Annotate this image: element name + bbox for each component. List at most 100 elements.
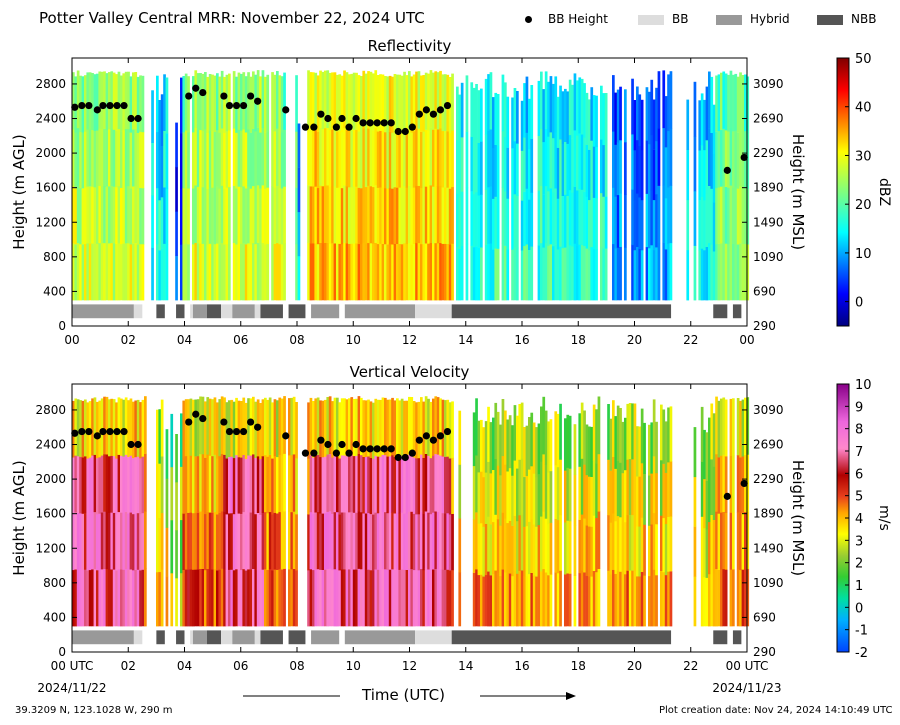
heat-cell [664, 147, 668, 199]
heat-cell [722, 454, 726, 512]
heat-cell [496, 197, 500, 249]
heat-cell [259, 188, 262, 245]
heat-cell [508, 415, 512, 469]
heat-cell [348, 130, 351, 188]
heat-cell [528, 249, 531, 301]
heat-cell [223, 511, 226, 570]
heat-cell [614, 144, 618, 197]
heat-cell [381, 511, 385, 570]
heat-cell [708, 417, 711, 470]
heat-cell [208, 74, 212, 131]
heat-cell [578, 188, 582, 245]
heat-cell [105, 243, 109, 301]
heat-cell [432, 243, 435, 301]
bb-type-segment [221, 630, 233, 645]
heat-cell [91, 398, 94, 456]
bb-height-point [324, 440, 332, 449]
heat-cell [604, 144, 608, 197]
heat-cell [528, 98, 531, 150]
heatmap-field [72, 70, 750, 301]
heat-cell [516, 247, 519, 301]
heat-cell [415, 242, 418, 301]
heat-cell [369, 457, 373, 515]
heat-cell [381, 187, 385, 244]
heat-cell [496, 465, 500, 520]
bb-height-point [99, 427, 107, 436]
heat-cell [220, 185, 224, 244]
heat-cell [350, 511, 354, 570]
heat-cell [700, 248, 704, 301]
heat-cell [708, 574, 711, 627]
heat-cell [420, 454, 423, 512]
heat-cell [134, 513, 138, 570]
heat-cell [556, 520, 560, 574]
heat-cell [544, 71, 548, 129]
heat-cell [391, 397, 394, 456]
heat-cell [206, 397, 210, 455]
heat-cell [460, 137, 464, 192]
heat-cell [398, 131, 402, 188]
heat-cell [588, 249, 591, 301]
heat-cell [79, 513, 82, 570]
heat-cell [81, 244, 85, 301]
heat-cell [86, 243, 90, 301]
heat-cell [381, 74, 385, 132]
heat-cell [525, 76, 529, 133]
heat-cell [103, 71, 106, 129]
heat-cell [266, 513, 270, 570]
heat-cell [552, 192, 555, 247]
bb-height-point [723, 492, 731, 500]
heat-cell [88, 186, 92, 244]
bb-height-point [120, 427, 128, 436]
heat-cell [722, 128, 726, 187]
heat-cell [208, 512, 212, 570]
y-right-tick-label: 2290 [753, 146, 784, 160]
heat-cell [571, 192, 574, 247]
heat-cell [693, 81, 697, 137]
heat-cell [278, 243, 282, 301]
heat-cell [727, 187, 730, 245]
heat-cell [573, 130, 577, 187]
heat-cell [362, 400, 366, 457]
heat-cell [364, 569, 368, 627]
heat-cell [345, 72, 349, 130]
heat-cell [76, 185, 80, 243]
heat-cell [100, 455, 104, 513]
heat-cell [403, 128, 406, 187]
heat-cell [703, 200, 706, 251]
heat-cell [415, 458, 418, 515]
heat-cell [182, 132, 186, 189]
heat-cell [621, 575, 625, 627]
heat-cell [307, 127, 310, 186]
heat-cell [724, 569, 728, 627]
heat-cell [384, 244, 387, 301]
heat-cell [400, 569, 404, 627]
legend-bb-height: BB Height [525, 12, 608, 26]
heat-cell [487, 516, 490, 572]
heat-cell [734, 73, 738, 131]
heat-cell [700, 461, 704, 517]
heat-cell [307, 185, 310, 243]
heat-cell [667, 407, 670, 463]
heat-cell [616, 405, 620, 461]
heat-cell [194, 242, 198, 301]
heat-cell [182, 400, 186, 458]
heat-cell [669, 406, 673, 462]
swatch-bb [638, 14, 664, 25]
heat-cell [110, 128, 114, 186]
heat-cell [307, 458, 310, 515]
heat-cell [736, 569, 740, 627]
bb-height-point [220, 418, 228, 426]
heat-cell [141, 187, 145, 245]
heat-cell [424, 129, 428, 187]
heat-cell [484, 78, 488, 135]
heat-cell [472, 87, 476, 142]
heat-cell [252, 128, 255, 187]
heat-cell [336, 74, 339, 132]
heat-cell [206, 244, 210, 301]
heat-cell [326, 454, 330, 512]
heat-cell [206, 511, 210, 570]
heat-cell [624, 247, 627, 301]
heat-cell [374, 398, 378, 456]
x-tick-label: 10 [346, 659, 361, 673]
